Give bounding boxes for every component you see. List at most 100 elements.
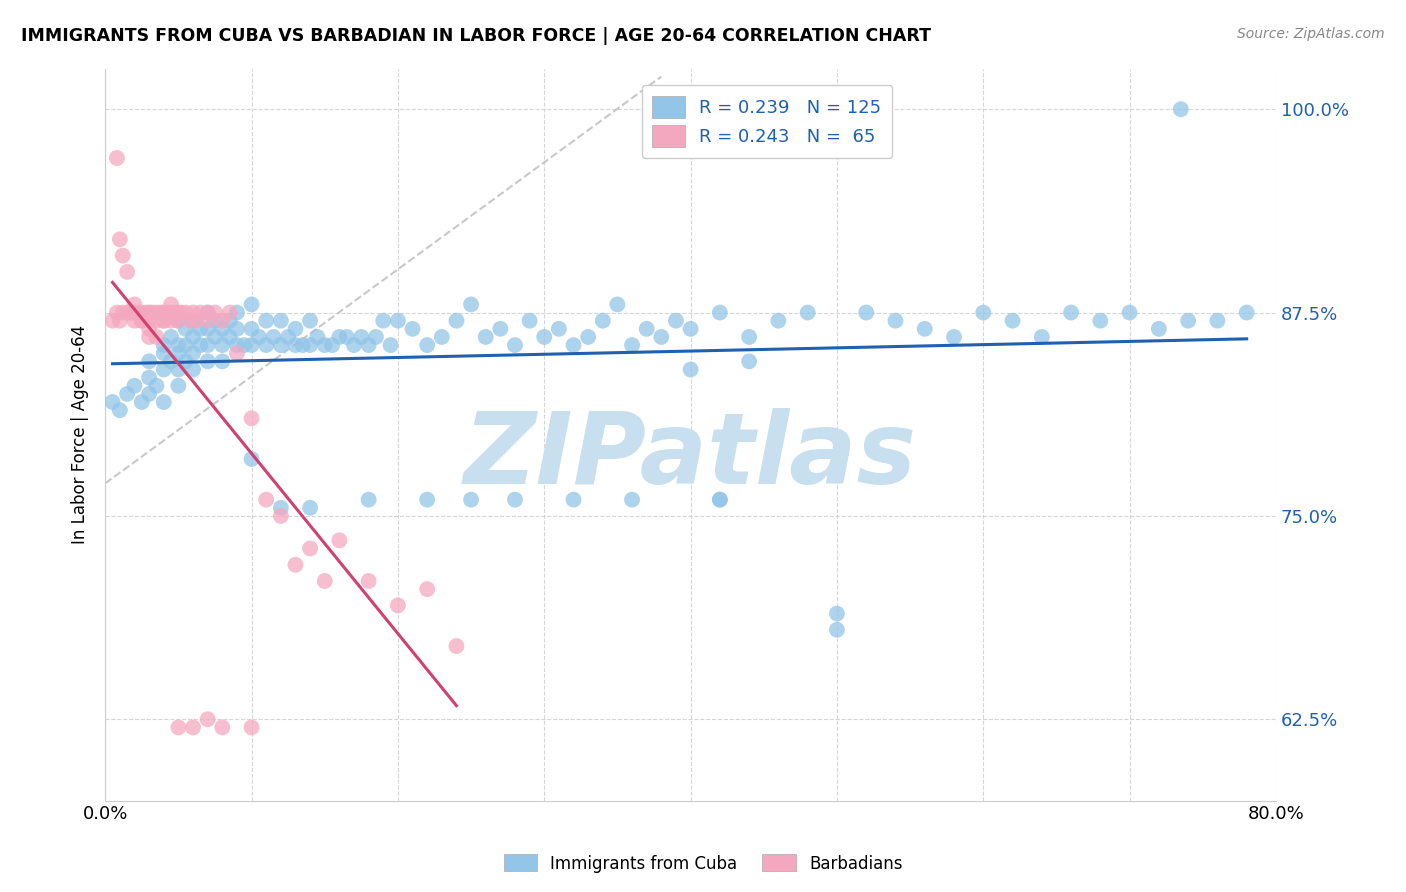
Point [160,330,183,344]
Point [184,314,207,328]
Point [160,305,183,319]
Point [650,330,672,344]
Point [174,354,197,368]
Point [138,330,160,344]
Point [170,305,193,319]
Point [321,338,343,352]
Point [401,322,423,336]
Point [263,330,285,344]
Point [101,314,124,328]
Point [197,338,219,352]
Point [204,314,226,328]
Point [884,314,907,328]
Point [825,607,848,621]
Point [606,297,628,311]
Point [152,314,174,328]
Point [149,305,172,319]
Point [167,314,190,328]
Point [380,338,402,352]
Point [709,492,731,507]
Point [108,314,131,328]
Point [460,492,482,507]
Point [204,330,226,344]
Text: Source: ZipAtlas.com: Source: ZipAtlas.com [1237,27,1385,41]
Point [855,305,877,319]
Legend: R = 0.239   N = 125, R = 0.243   N =  65: R = 0.239 N = 125, R = 0.243 N = 65 [641,85,893,158]
Point [152,338,174,352]
Point [270,314,292,328]
Point [131,314,153,328]
Point [1001,314,1024,328]
Point [446,639,468,653]
Point [387,599,409,613]
Point [138,314,160,328]
Point [108,232,131,246]
Point [204,305,226,319]
Point [972,305,994,319]
Point [547,322,569,336]
Point [218,330,240,344]
Point [160,314,183,328]
Point [1031,330,1053,344]
Point [679,322,702,336]
Point [188,322,211,336]
Point [174,305,197,319]
Point [1177,314,1199,328]
Point [152,395,174,409]
Point [314,574,336,588]
Point [1170,102,1192,116]
Point [474,330,496,344]
Point [167,378,190,392]
Point [197,322,219,336]
Text: IMMIGRANTS FROM CUBA VS BARBADIAN IN LABOR FORCE | AGE 20-64 CORRELATION CHART: IMMIGRANTS FROM CUBA VS BARBADIAN IN LAB… [21,27,931,45]
Point [160,354,183,368]
Point [101,395,124,409]
Point [111,305,134,319]
Point [167,346,190,360]
Point [562,338,585,352]
Point [291,338,314,352]
Point [226,338,249,352]
Point [270,500,292,515]
Point [299,338,322,352]
Point [284,338,307,352]
Point [277,330,299,344]
Point [357,338,380,352]
Point [188,305,211,319]
Point [211,338,233,352]
Point [364,330,387,344]
Point [124,297,146,311]
Point [350,330,373,344]
Point [519,314,541,328]
Point [167,314,190,328]
Point [247,330,270,344]
Point [135,305,157,319]
Point [138,354,160,368]
Point [240,411,263,425]
Point [768,314,790,328]
Point [1236,305,1258,319]
Point [145,378,167,392]
Legend: Immigrants from Cuba, Barbadians: Immigrants from Cuba, Barbadians [496,847,910,880]
Point [218,314,240,328]
Point [416,582,439,596]
Point [533,330,555,344]
Point [165,305,187,319]
Point [914,322,936,336]
Point [167,720,190,734]
Point [299,541,322,556]
Point [299,500,322,515]
Point [105,305,128,319]
Point [284,558,307,572]
Point [174,338,197,352]
Point [138,305,160,319]
Point [328,330,350,344]
Point [336,330,359,344]
Point [160,297,183,311]
Point [108,403,131,417]
Point [226,305,249,319]
Point [211,720,233,734]
Text: ZIPatlas: ZIPatlas [464,408,917,505]
Point [503,338,526,352]
Point [576,330,599,344]
